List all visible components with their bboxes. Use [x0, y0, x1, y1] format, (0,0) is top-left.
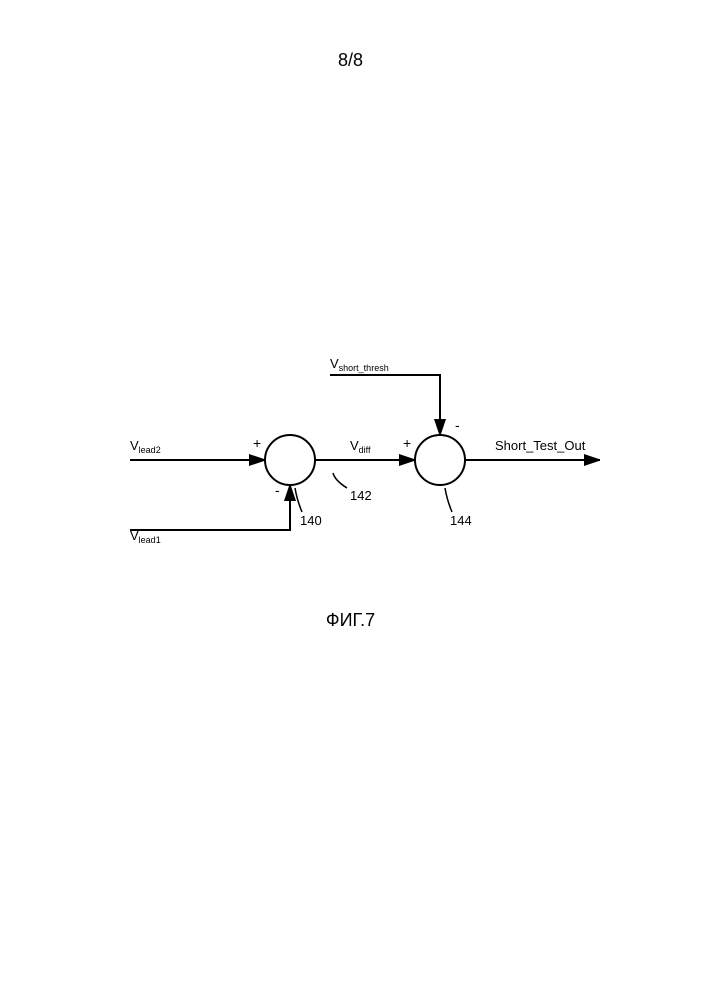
ref-lead-144: [445, 488, 452, 512]
ref-lead-142: [333, 473, 347, 488]
diagram-container: Vlead2Vlead1Vdiff142Vshort_threshShort_T…: [100, 330, 600, 590]
edge-vlead1: [130, 485, 290, 530]
block-diagram: Vlead2Vlead1Vdiff142Vshort_threshShort_T…: [100, 330, 600, 590]
port-sign-sum2-0: +: [403, 435, 411, 451]
edge-label-vdiff: Vdiff: [350, 438, 371, 455]
port-sign-sum1-0: +: [253, 435, 261, 451]
port-sign-sum1-1: -: [275, 482, 280, 498]
page-number: 8/8: [338, 50, 363, 71]
ref-label-142: 142: [350, 488, 372, 503]
edge-vshortthresh: [330, 375, 440, 435]
figure-label: ФИГ.7: [326, 610, 375, 631]
ref-label-140: 140: [300, 513, 322, 528]
edge-label-out: Short_Test_Out: [495, 438, 586, 453]
edge-label-vlead2: Vlead2: [130, 438, 161, 455]
summing-node-sum2: [415, 435, 465, 485]
edge-label-vshortthresh: Vshort_thresh: [330, 356, 389, 373]
ref-label-144: 144: [450, 513, 472, 528]
summing-node-sum1: [265, 435, 315, 485]
ref-lead-140: [295, 488, 302, 512]
port-sign-sum2-1: -: [455, 417, 460, 433]
